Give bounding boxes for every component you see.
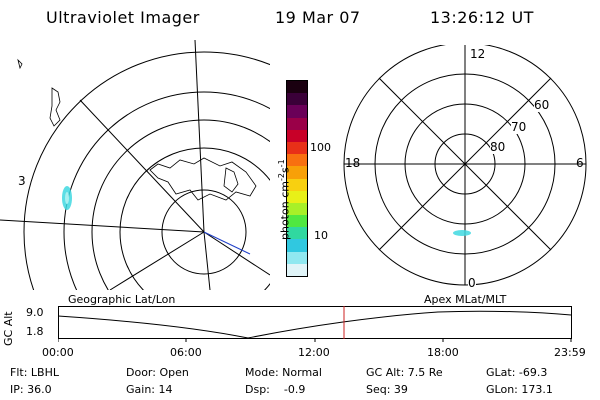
coastline	[149, 157, 257, 201]
coastline	[223, 167, 239, 193]
map-edge-label: 3	[18, 174, 26, 188]
latitude-circle	[91, 119, 270, 290]
colorbar-gradient	[287, 81, 307, 276]
gain-info: Gain: 14	[126, 383, 173, 396]
colorbar	[286, 80, 308, 277]
altitude-ytick-low: 1.8	[26, 325, 44, 338]
colorbar-band	[287, 190, 307, 203]
mode-info: Mode: Normal	[245, 366, 322, 379]
gc-alt-info: GC Alt: 7.5 Re	[366, 366, 443, 379]
meridian-line	[79, 99, 205, 233]
mlat-label-60: 60	[534, 98, 550, 112]
meridian-line	[203, 231, 211, 290]
colorbar-band	[287, 141, 307, 155]
altitude-plot-frame	[58, 306, 572, 339]
geographic-map: 3	[0, 40, 270, 290]
colorbar-band	[287, 239, 307, 252]
aurora-core	[65, 192, 69, 204]
colorbar-band	[287, 166, 307, 179]
instrument-title: Ultraviolet Imager	[46, 8, 200, 27]
colorbar-band	[287, 81, 307, 94]
seq-info: Seq: 39	[366, 383, 408, 396]
colorbar-band	[287, 178, 307, 191]
colorbar-tick-high: 100	[310, 141, 331, 154]
latitude-circle	[63, 91, 270, 290]
glat-info: GLat: -69.3	[486, 366, 548, 379]
meridian-line	[194, 40, 205, 233]
observation-time: 13:26:12 UT	[430, 8, 534, 27]
mlt-label-18: 18	[345, 156, 361, 170]
altitude-xtick: 12:00	[298, 346, 330, 359]
colorbar-band	[287, 105, 307, 118]
mlt-label-12: 12	[470, 47, 486, 61]
observation-date: 19 Mar 07	[275, 8, 361, 27]
latitude-circle	[23, 51, 270, 290]
geo-map-label: Geographic Lat/Lon	[68, 293, 176, 306]
dsp-info: Dsp: -0.9	[245, 383, 306, 396]
colorbar-band	[287, 263, 307, 276]
altitude-ylabel: GC Alt	[2, 311, 15, 346]
altitude-xtick: 18:00	[427, 346, 459, 359]
aurora-emission	[453, 230, 471, 236]
polar-diagonal	[378, 77, 552, 251]
mlat-label-80: 80	[490, 140, 506, 154]
latitude-circle	[119, 147, 270, 290]
altitude-curve	[58, 310, 572, 339]
colorbar-band	[287, 93, 307, 106]
coastline	[17, 58, 23, 70]
colorbar-band	[287, 215, 307, 228]
altitude-xtick: 06:00	[170, 346, 202, 359]
filter-info: Flt: LBHL	[10, 366, 59, 379]
colorbar-band	[287, 117, 307, 130]
colorbar-band	[287, 154, 307, 167]
sun-direction-line	[203, 231, 251, 255]
meridian-line	[0, 219, 205, 233]
altitude-plot	[58, 306, 572, 342]
altitude-xtick: 00:00	[42, 346, 74, 359]
colorbar-tick-low: 10	[314, 229, 328, 242]
ip-info: IP: 36.0	[10, 383, 52, 396]
mlat-label-70: 70	[511, 120, 527, 134]
colorbar-band	[287, 202, 307, 216]
meridian-line	[203, 231, 270, 276]
colorbar-band	[287, 129, 307, 142]
mlt-label-0: 0	[468, 276, 476, 290]
door-info: Door: Open	[126, 366, 189, 379]
colorbar-band	[287, 227, 307, 240]
polar-label: Apex MLat/MLT	[424, 293, 507, 306]
colorbar-band	[287, 251, 307, 264]
latitude-circle	[161, 189, 247, 275]
colorbar-unit-label: photon cm-2s-1	[277, 159, 292, 240]
altitude-xtick: 23:59	[554, 346, 586, 359]
polar-plot	[343, 45, 587, 286]
glon-info: GLon: 173.1	[486, 383, 553, 396]
meridian-line	[109, 231, 205, 290]
altitude-ytick-high: 9.0	[26, 306, 44, 319]
mlt-label-6: 6	[576, 156, 584, 170]
coastline	[49, 87, 61, 127]
